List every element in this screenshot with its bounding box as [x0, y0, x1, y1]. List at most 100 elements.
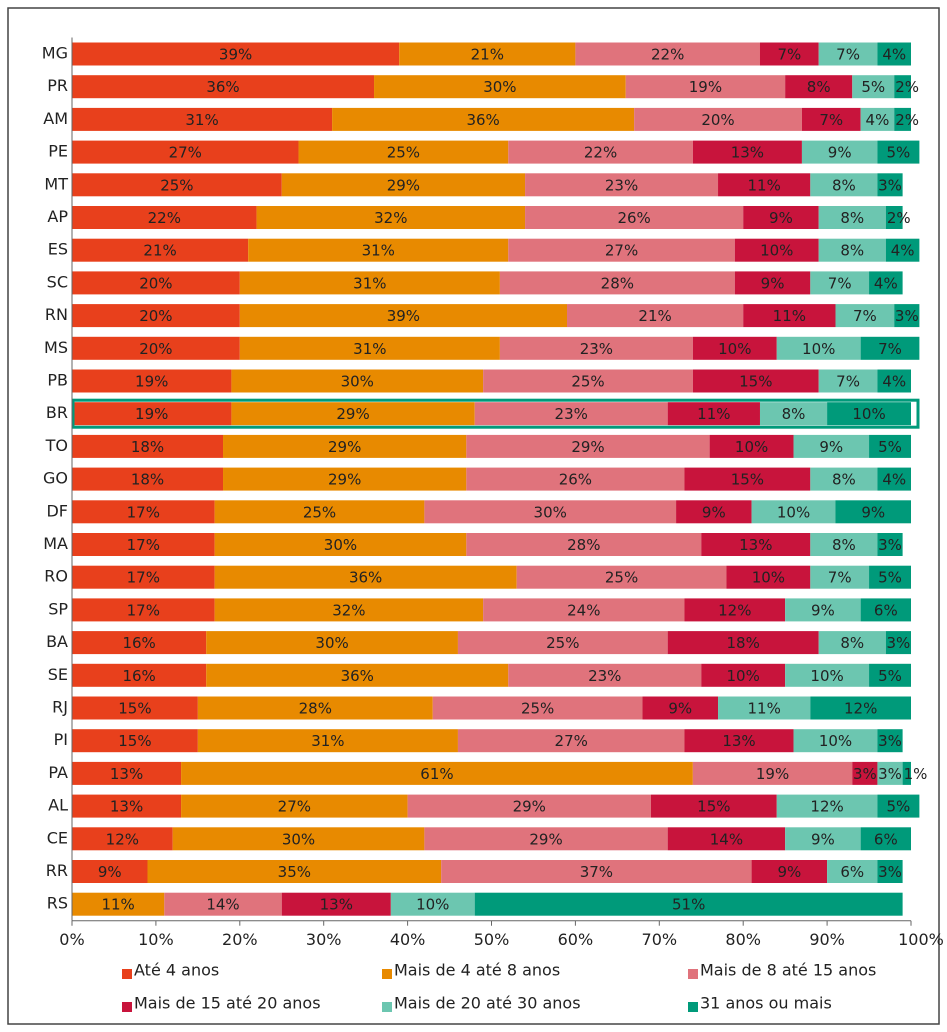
data-label: 16%	[122, 667, 155, 685]
bar-segment	[701, 663, 786, 687]
legend-label: Mais de 8 até 15 anos	[700, 961, 876, 980]
data-label: 15%	[118, 700, 151, 718]
bar-segment	[72, 794, 182, 818]
data-label: 3%	[878, 732, 902, 750]
bar-segment	[508, 663, 702, 687]
data-label: 36%	[466, 111, 499, 129]
bar-segment	[72, 729, 198, 753]
bar-segment	[810, 696, 911, 720]
bar-segment	[877, 533, 903, 556]
category-label: RO	[44, 567, 68, 586]
bar-segment	[239, 271, 500, 295]
bar-segment	[869, 434, 911, 458]
data-label: 3%	[887, 634, 911, 652]
data-label: 9%	[702, 503, 726, 521]
data-label: 25%	[387, 144, 420, 162]
bar-segment	[72, 75, 375, 99]
bar-segment	[894, 75, 911, 99]
bar-segment	[72, 173, 282, 197]
data-label: 36%	[206, 78, 239, 96]
bar-segment	[743, 206, 819, 229]
data-label: 11%	[748, 700, 781, 718]
data-label: 13%	[110, 798, 143, 816]
x-tick-label: 50%	[474, 930, 510, 949]
legend-swatch	[688, 969, 698, 979]
data-label: 23%	[588, 667, 621, 685]
bar-segment	[474, 892, 903, 916]
bar-segment	[701, 533, 811, 556]
data-label: 3%	[878, 765, 902, 783]
data-label: 13%	[722, 732, 755, 750]
bar-segment	[172, 827, 425, 851]
data-label: 39%	[219, 46, 252, 64]
data-label: 1%	[904, 765, 928, 783]
data-label: 12%	[106, 830, 139, 848]
category-label: SC	[47, 272, 68, 291]
data-label: 27%	[169, 144, 202, 162]
bar-segment	[835, 304, 895, 328]
bar-segment	[483, 369, 693, 393]
data-label: 7%	[828, 274, 852, 292]
bar-segment	[575, 42, 760, 66]
x-tick-label: 80%	[725, 930, 761, 949]
bar-segment	[818, 206, 886, 229]
x-tick-label: 100%	[898, 930, 944, 949]
bar-segment	[743, 304, 836, 328]
bar-segment	[709, 434, 794, 458]
bar-segment	[72, 533, 215, 556]
data-label: 7%	[836, 373, 860, 391]
category-label: PR	[47, 76, 68, 95]
bar-segment	[72, 500, 215, 524]
category-label: RN	[45, 305, 68, 324]
data-label: 4%	[866, 111, 890, 129]
bar-segment	[72, 369, 232, 393]
data-label: 30%	[341, 373, 374, 391]
bar-segment	[239, 336, 500, 360]
bar-segment	[692, 140, 802, 164]
data-label: 10%	[752, 569, 785, 587]
bar-segment	[801, 107, 861, 131]
x-tick-label: 70%	[642, 930, 678, 949]
bar-segment	[785, 598, 861, 622]
category-label: AP	[47, 207, 68, 226]
data-label: 5%	[878, 438, 902, 456]
data-label: 18%	[727, 634, 760, 652]
bar-segment	[860, 598, 911, 622]
data-label: 9%	[828, 144, 852, 162]
bar-segment	[72, 696, 198, 720]
bar-segment	[281, 173, 526, 197]
data-label: 9%	[668, 700, 692, 718]
bar-segment	[692, 761, 853, 785]
category-label: PB	[47, 371, 68, 390]
bar-segment	[72, 827, 173, 851]
legend-label: Mais de 15 até 20 anos	[134, 994, 321, 1013]
bar-segment	[810, 271, 870, 295]
bar-segment	[72, 42, 400, 66]
data-label: 2%	[887, 209, 911, 227]
bar-segment	[684, 729, 794, 753]
bar-segment	[72, 565, 215, 589]
bar-segment	[399, 42, 576, 66]
category-label: BR	[46, 403, 68, 422]
data-label: 15%	[118, 732, 151, 750]
data-label: 29%	[571, 438, 604, 456]
category-label: DF	[46, 501, 68, 520]
data-label: 23%	[555, 405, 588, 423]
data-label: 9%	[769, 209, 793, 227]
data-label: 30%	[315, 634, 348, 652]
bar-segment	[810, 173, 878, 197]
category-label: AL	[48, 796, 68, 815]
bar-segment	[852, 761, 878, 785]
data-label: 25%	[160, 176, 193, 194]
bar-segment	[457, 729, 685, 753]
bar-segment	[860, 336, 920, 360]
bar-segment	[869, 565, 911, 589]
bar-segment	[818, 238, 886, 262]
data-label: 30%	[534, 503, 567, 521]
bar-segment	[214, 598, 484, 622]
legend-swatch	[122, 1002, 132, 1012]
bar-segment	[181, 794, 408, 818]
bar-segment	[902, 761, 911, 785]
data-label: 8%	[807, 78, 831, 96]
data-label: 20%	[139, 307, 172, 325]
